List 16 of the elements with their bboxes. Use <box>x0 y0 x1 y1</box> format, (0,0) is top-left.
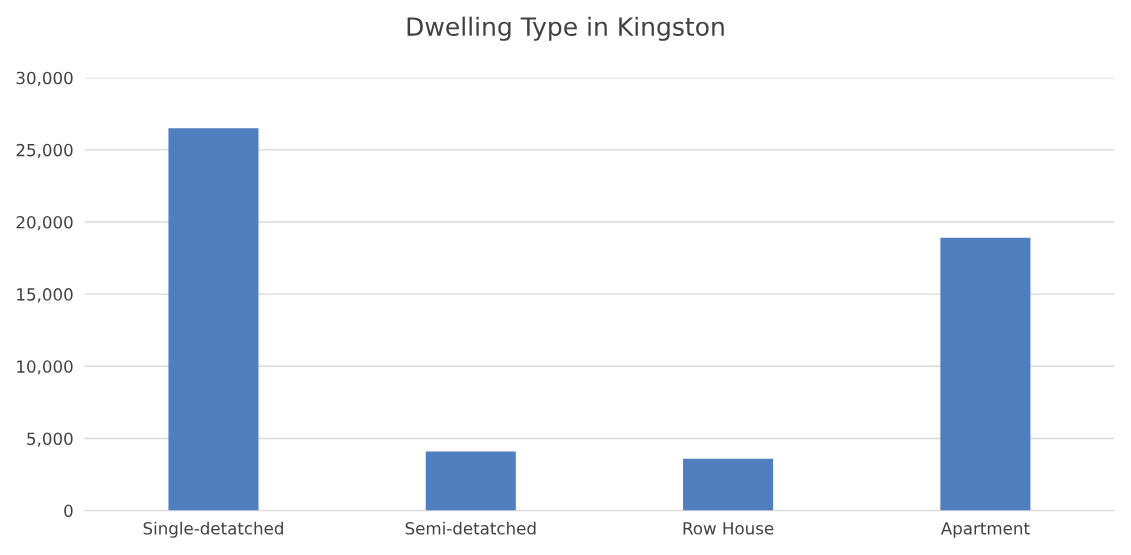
bar <box>425 451 516 511</box>
x-tick-label: Single-detatched <box>143 521 283 538</box>
y-tick-label: 25,000 <box>16 143 73 159</box>
x-tick-label: Row House <box>683 522 774 535</box>
bar <box>940 237 1031 511</box>
x-tick-label: Semi-detatched <box>405 521 536 535</box>
bar <box>683 458 774 511</box>
x-tick-label: Apartment <box>940 522 1030 538</box>
y-tick-label: 10,000 <box>17 360 73 375</box>
y-tick-label: 20,000 <box>16 215 73 231</box>
bar <box>168 128 259 511</box>
y-tick-label: 30,000 <box>16 71 73 86</box>
chart-title: Dwelling Type in Kingston <box>407 16 724 41</box>
y-tick-label: 15,000 <box>17 288 73 303</box>
y-tick-label: 0 <box>64 504 73 518</box>
y-tick-label: 5,000 <box>27 432 73 447</box>
